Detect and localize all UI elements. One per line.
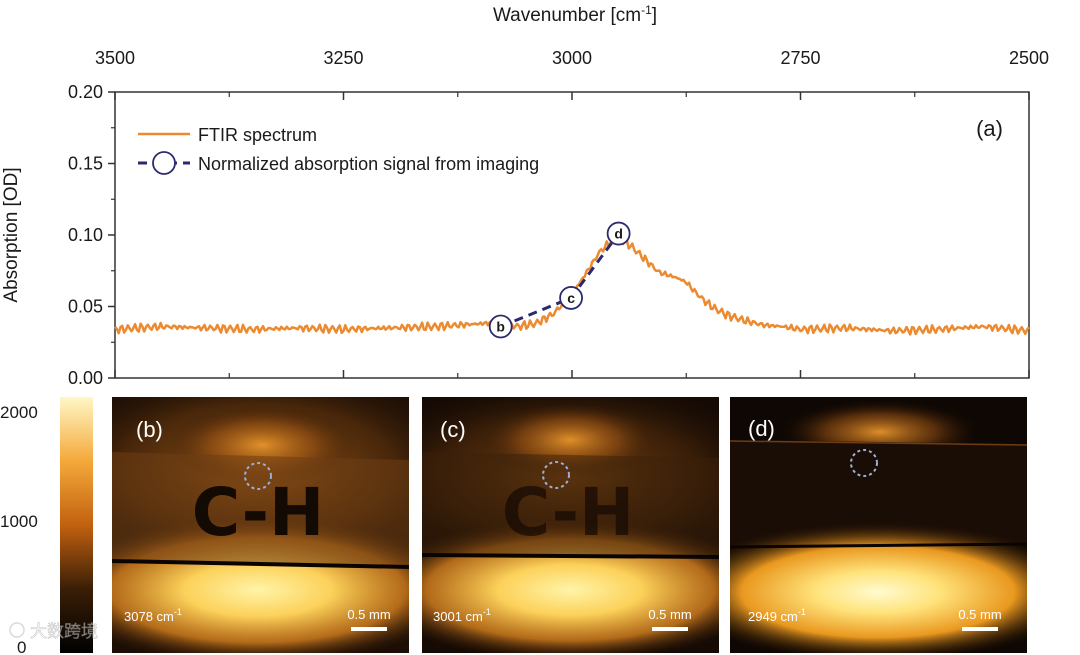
colorbar: 2000 1000 0 (0, 397, 93, 655)
roi-circle-b (244, 462, 272, 490)
legend-ftir-label: FTIR spectrum (198, 125, 317, 145)
watermark: 大数跨境 (9, 622, 98, 642)
ftir-spectrum-line (114, 232, 1030, 336)
x-axis-label: Wavenumber [cm-1] (493, 3, 657, 26)
image-panel-b: C-H (112, 397, 409, 653)
imaging-point-label-d: d (614, 226, 623, 242)
legend: FTIR spectrum Normalized absorption sign… (138, 125, 539, 175)
ch-letters-c: C-H (502, 474, 635, 551)
spectrum-plot: 3500 3250 3000 2750 2500 0.00 0.05 0.10 0.15 0.2… (1, 3, 1049, 388)
colorbar-gradient (60, 397, 93, 653)
y-tick-label: 0.00 (68, 368, 103, 388)
scale-bar-c (652, 627, 688, 631)
legend-imaging-marker (152, 151, 176, 175)
scale-bar-b (351, 627, 387, 631)
colorbar-tick-min: 0 (17, 638, 26, 655)
ch-letters-b: C-H (192, 474, 325, 551)
imaging-point-label-b: b (496, 319, 505, 335)
imaging-point-b (488, 314, 513, 339)
image-panel-c: C-H (422, 397, 719, 653)
imaging-points: b c d (488, 221, 631, 339)
y-tick-label: 0.05 (68, 297, 103, 317)
film-band (112, 452, 409, 566)
y-tick-label: 0.20 (68, 82, 103, 102)
x-tick-label: 3500 (95, 48, 135, 68)
wavenumber-b: 3078 cm-1 (124, 607, 182, 624)
x-tick-label: 3250 (323, 48, 363, 68)
scale-bar-d (962, 627, 998, 631)
imaging-signal-line (500, 232, 620, 328)
image-panel-d (730, 397, 1027, 653)
film-band (730, 440, 1027, 548)
y-tick-label: 0.10 (68, 225, 103, 245)
wavenumber-c: 3001 cm-1 (433, 607, 491, 624)
legend-imaging-label: Normalized absorption signal from imagin… (198, 154, 539, 174)
x-tick-label: 2750 (780, 48, 820, 68)
y-tick-label: 0.15 (68, 154, 103, 174)
panel-label-d: (d) (748, 416, 775, 441)
roi-circle-d (850, 449, 878, 477)
scale-label-d: 0.5 mm (958, 607, 1001, 622)
panel-label-c: (c) (440, 417, 466, 442)
roi-circle-c (542, 461, 570, 489)
y-axis-ticks: 0.00 0.05 0.10 0.15 0.20 (68, 82, 115, 388)
imaging-point-d (606, 221, 631, 246)
film-band (422, 452, 719, 556)
imaging-point-c (559, 286, 583, 310)
panel-label-b: (b) (136, 417, 163, 442)
x-axis-ticks: 3500 3250 3000 2750 2500 (95, 48, 1049, 378)
panel-label-a: (a) (976, 116, 1003, 141)
y-axis-label: Absorption [OD] (1, 167, 22, 302)
x-tick-label: 3000 (552, 48, 592, 68)
imaging-point-label-c: c (567, 290, 575, 306)
scale-label-c: 0.5 mm (648, 607, 691, 622)
scale-label-b: 0.5 mm (347, 607, 390, 622)
colorbar-tick-mid: 1000 (0, 512, 38, 531)
watermark-text: 大数跨境 (30, 622, 98, 642)
watermark-logo-icon (9, 622, 25, 638)
colorbar-tick-max: 2000 (0, 403, 38, 422)
wavenumber-d: 2949 cm-1 (748, 607, 806, 624)
x-tick-label: 2500 (1009, 48, 1049, 68)
